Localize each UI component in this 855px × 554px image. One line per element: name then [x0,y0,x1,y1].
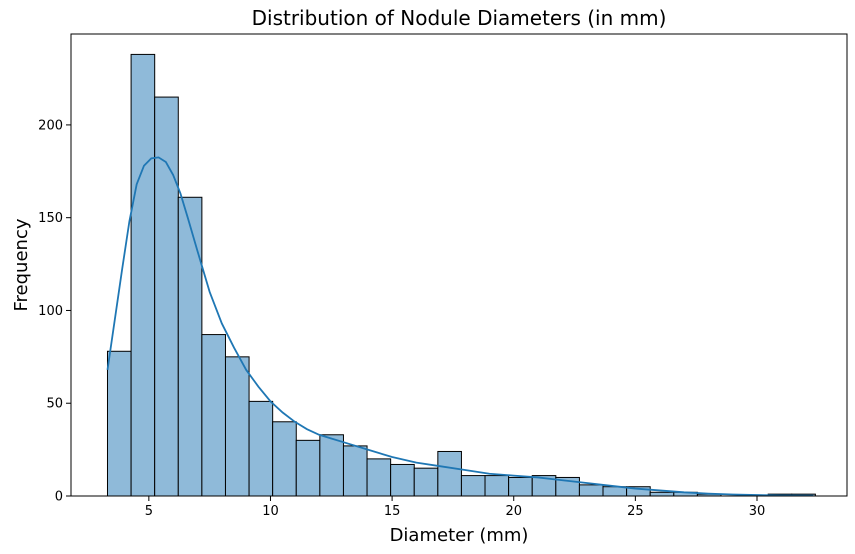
x-axis-label: Diameter (mm) [390,525,529,546]
x-tick-label: 20 [505,504,522,519]
histogram-bar [484,475,510,497]
kde-curve [106,156,813,497]
x-tick-label: 25 [627,504,644,519]
plot-frame [70,33,848,497]
histogram-bar [460,475,486,497]
y-tick-label: 150 [38,211,63,226]
histogram-bar [201,334,226,497]
histogram-bar [602,486,628,497]
histogram-bar [342,445,368,497]
histogram-bars [106,53,816,497]
histogram-bar [508,476,533,497]
histogram-bar [413,467,439,497]
histogram-bar [130,53,156,497]
histogram-bar [272,421,297,497]
histogram-bar [578,484,604,497]
x-tick-label: 30 [749,504,766,519]
histogram-bar [224,356,250,497]
histogram-bar [366,458,392,497]
histogram-bar [295,439,321,497]
y-tick-label: 100 [38,304,63,319]
x-tick-label: 10 [262,504,279,519]
histogram-bar [106,350,132,497]
y-tick-label: 50 [46,397,63,412]
y-tick-label: 200 [38,118,63,133]
histogram-bar [248,400,274,497]
histogram-bar [319,434,344,497]
y-axis-label: Frequency [11,218,32,311]
y-axis: 0 50 100 150 200 [38,118,71,505]
histogram-bar [390,463,415,497]
y-tick-label: 0 [55,490,63,505]
histogram-bar [649,491,675,497]
histogram-bar [177,196,203,497]
histogram-bar [437,450,462,497]
x-tick-label: 15 [384,504,401,519]
chart-title: Distribution of Nodule Diameters (in mm) [252,6,667,30]
x-axis: 5 10 15 20 25 30 [145,496,766,519]
x-tick-label: 5 [145,504,153,519]
